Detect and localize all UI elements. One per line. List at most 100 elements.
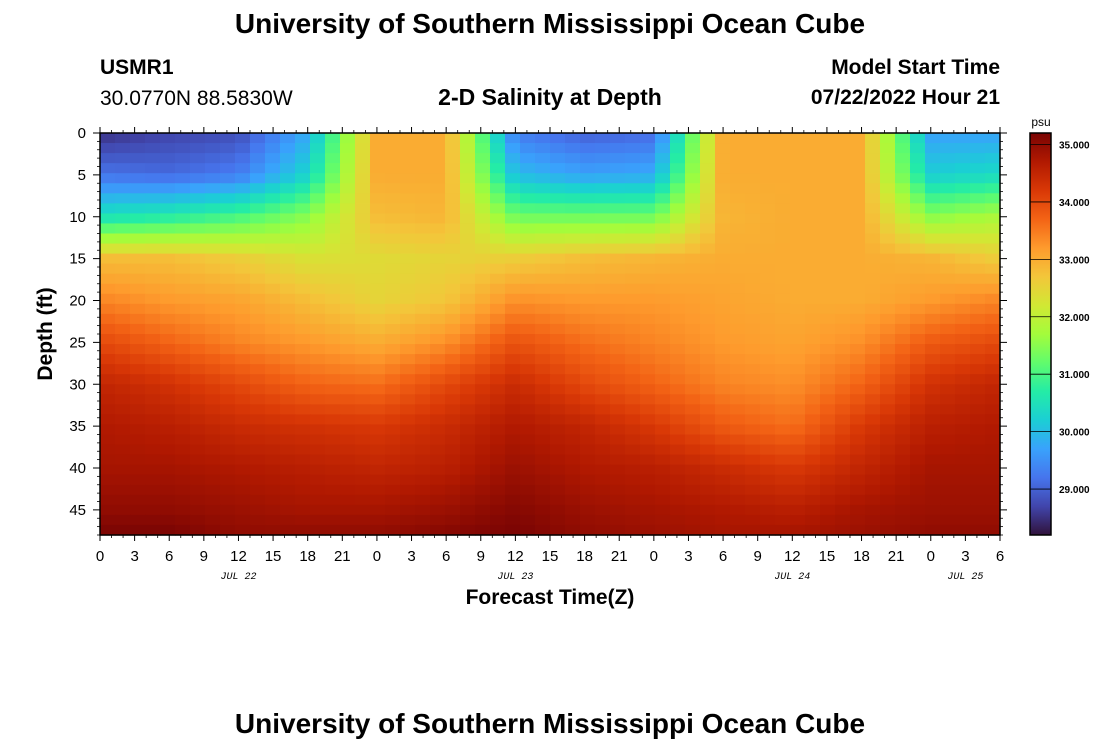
heatmap-cell	[325, 384, 341, 395]
heatmap-cell	[685, 223, 701, 235]
heatmap-cell	[220, 193, 236, 204]
heatmap-cell	[205, 404, 221, 415]
heatmap-cell	[910, 183, 926, 194]
heatmap-cell	[565, 364, 581, 375]
heatmap-cell	[910, 474, 926, 486]
heatmap-cell	[940, 173, 956, 184]
heatmap-cell	[805, 404, 821, 415]
heatmap-cell	[670, 424, 686, 436]
heatmap-cell	[595, 193, 611, 204]
heatmap-cell	[970, 253, 986, 265]
heatmap-cell	[850, 514, 866, 526]
heatmap-cell	[220, 514, 236, 526]
heatmap-cell	[760, 303, 776, 315]
heatmap-cell	[535, 524, 551, 536]
heatmap-cell	[955, 494, 971, 506]
heatmap-cell	[730, 293, 746, 305]
heatmap-cell	[640, 354, 656, 365]
heatmap-cell	[265, 504, 281, 516]
heatmap-cell	[235, 263, 251, 275]
heatmap-cell	[370, 424, 386, 436]
heatmap-cell	[475, 283, 491, 295]
heatmap-cell	[280, 213, 296, 225]
heatmap-cell	[100, 444, 116, 456]
heatmap-cell	[355, 364, 371, 375]
heatmap-cell	[460, 303, 476, 315]
heatmap-cell	[115, 374, 131, 385]
heatmap-cell	[820, 474, 836, 486]
heatmap-cell	[835, 303, 851, 315]
heatmap-cell	[655, 193, 671, 204]
heatmap-cell	[325, 293, 341, 305]
heatmap-cell	[490, 273, 506, 285]
heatmap-cell	[550, 394, 566, 405]
heatmap-cell	[835, 444, 851, 456]
heatmap-cell	[430, 263, 446, 275]
heatmap-cell	[955, 233, 971, 245]
heatmap-cell	[760, 354, 776, 365]
heatmap-cell	[835, 243, 851, 255]
heatmap-cell	[715, 273, 731, 285]
heatmap-cell	[820, 344, 836, 355]
heatmap-cell	[595, 233, 611, 245]
heatmap-cell	[190, 374, 206, 385]
heatmap-cell	[505, 444, 521, 456]
heatmap-cell	[835, 273, 851, 285]
heatmap-cell	[430, 153, 446, 164]
heatmap-cell	[250, 193, 266, 204]
heatmap-cell	[820, 494, 836, 506]
heatmap-cell	[910, 213, 926, 225]
heatmap-cell	[415, 303, 431, 315]
heatmap-cell	[955, 303, 971, 315]
heatmap-cell	[940, 213, 956, 225]
heatmap-cell	[745, 384, 761, 395]
heatmap-cell	[985, 414, 1001, 426]
heatmap-cell	[820, 313, 836, 325]
heatmap-cell	[700, 233, 716, 245]
heatmap-cell	[760, 243, 776, 255]
heatmap-cell	[550, 424, 566, 436]
heatmap-cell	[910, 504, 926, 516]
heatmap-cell	[805, 183, 821, 194]
heatmap-cell	[715, 203, 731, 214]
heatmap-cell	[250, 133, 266, 144]
heatmap-cell	[205, 344, 221, 355]
heatmap-cell	[205, 293, 221, 305]
heatmap-cell	[865, 133, 881, 144]
heatmap-cell	[955, 213, 971, 225]
heatmap-cell	[445, 434, 461, 446]
heatmap-cell	[310, 364, 326, 375]
heatmap-cell	[445, 213, 461, 225]
heatmap-cell	[640, 143, 656, 154]
heatmap-cell	[250, 484, 266, 496]
heatmap-cell	[940, 384, 956, 395]
x-tick-label: 9	[754, 548, 762, 565]
heatmap-cell	[835, 143, 851, 154]
heatmap-cell	[565, 283, 581, 295]
heatmap-cell	[715, 253, 731, 265]
heatmap-cell	[925, 504, 941, 516]
heatmap-cell	[475, 193, 491, 204]
heatmap-cell	[775, 193, 791, 204]
heatmap-cell	[400, 193, 416, 204]
heatmap-cell	[745, 213, 761, 225]
heatmap-cell	[445, 474, 461, 486]
heatmap-cell	[655, 514, 671, 526]
heatmap-cell	[550, 143, 566, 154]
x-tick-label: 12	[784, 548, 801, 565]
heatmap-cell	[595, 444, 611, 456]
heatmap-cell	[805, 354, 821, 365]
heatmap-cell	[175, 253, 191, 265]
heatmap-cell	[940, 193, 956, 204]
heatmap-cell	[160, 263, 176, 275]
heatmap-cell	[460, 424, 476, 436]
heatmap-cell	[460, 263, 476, 275]
heatmap-cell	[280, 203, 296, 214]
heatmap-cell	[355, 424, 371, 436]
heatmap-cell	[610, 143, 626, 154]
heatmap-cell	[685, 414, 701, 426]
heatmap-cell	[490, 424, 506, 436]
heatmap-cell	[415, 153, 431, 164]
heatmap-cell	[445, 243, 461, 255]
heatmap-cell	[460, 334, 476, 345]
